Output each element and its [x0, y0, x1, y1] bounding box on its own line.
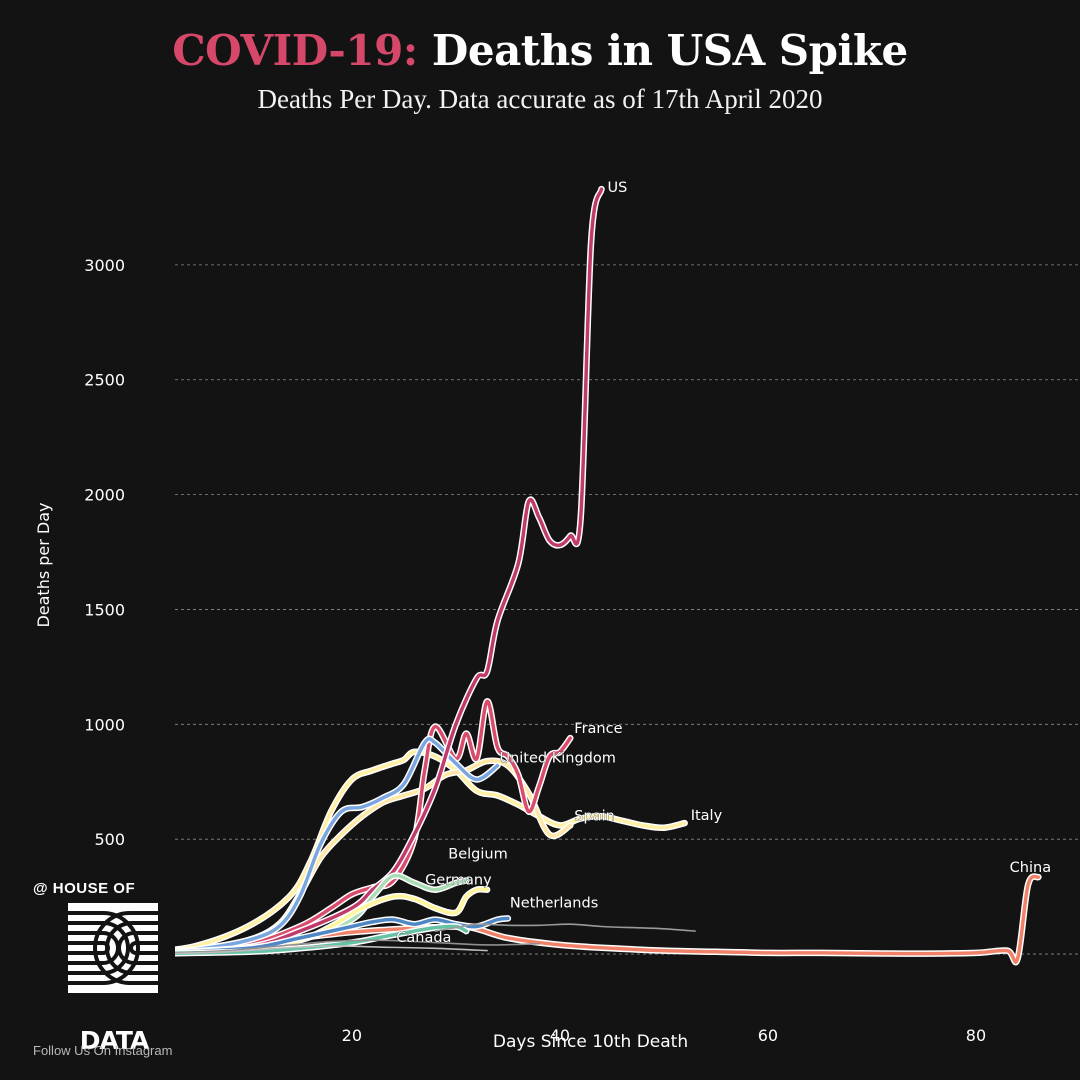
title-highlight: COVID-19:: [172, 26, 418, 75]
series-label-canada: Canada: [396, 930, 451, 946]
y-tick-label: 1500: [84, 600, 125, 619]
series-label-france: France: [574, 721, 622, 737]
series-label-germany: Germany: [425, 873, 492, 889]
series-line-other-c: [175, 945, 488, 955]
x-axis-label: Days Since 10th Death: [493, 1032, 688, 1052]
y-tick-label: 2000: [84, 486, 125, 505]
chart-subtitle: Deaths Per Day. Data accurate as of 17th…: [257, 84, 823, 114]
series-label-china: China: [1010, 860, 1051, 876]
x-tick-label: 80: [966, 1026, 986, 1045]
series-label-spain: Spain: [574, 808, 615, 824]
series-line-other-a: [434, 923, 696, 932]
title-main: Deaths in USA Spike: [417, 26, 908, 75]
y-tick-label: 3000: [84, 256, 125, 275]
brand-handle: @ HOUSE OF: [33, 880, 136, 897]
series-line-other-b: [175, 939, 540, 954]
series-line-canada: [175, 924, 469, 956]
series-line-netherlands: [175, 916, 510, 954]
instagram-follow-text: Follow Us On Instagram: [33, 1043, 173, 1058]
series-line-united-kingdom: [175, 737, 500, 953]
brand-name: DATA: [79, 1026, 150, 1055]
y-tick-label: 2500: [84, 371, 125, 390]
series-label-italy: Italy: [691, 808, 723, 824]
y-tick-label: 1000: [84, 715, 125, 734]
series-halo-us: [175, 185, 605, 956]
x-tick-label: 40: [550, 1026, 570, 1045]
house-of-data-logo-icon: [68, 903, 158, 993]
series-line-us: [175, 187, 604, 954]
series-group: [175, 185, 1042, 966]
y-axis-label: Deaths per Day: [34, 502, 53, 627]
series-line-france: [175, 699, 573, 954]
x-tick-label: 60: [758, 1026, 778, 1045]
x-tick-label: 20: [342, 1026, 362, 1045]
chart-title: COVID-19: Deaths in USA Spike: [0, 26, 1080, 75]
series-label-us: US: [607, 180, 627, 196]
y-tick-label: 500: [94, 830, 125, 849]
series-label-netherlands: Netherlands: [510, 895, 598, 911]
series-label-belgium: Belgium: [448, 847, 507, 863]
series-label-united-kingdom: United Kingdom: [499, 751, 615, 767]
